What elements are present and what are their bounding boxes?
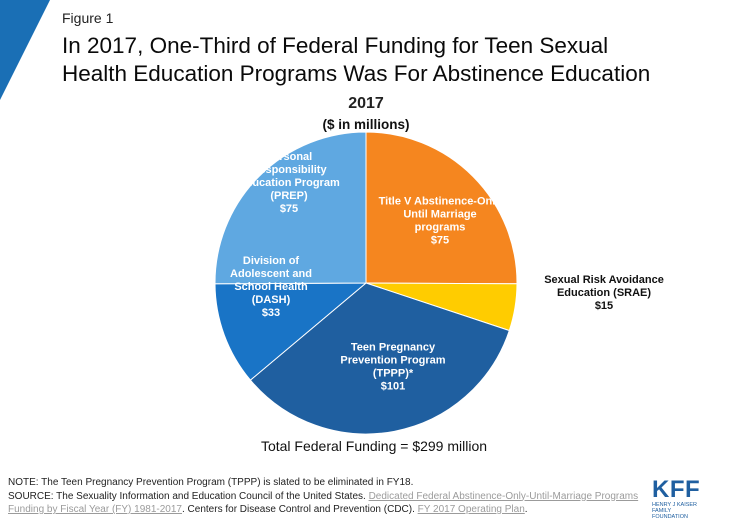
pie-slice-1: [365, 131, 518, 285]
total-funding-label: Total Federal Funding = $299 million: [260, 438, 488, 454]
source-prefix: SOURCE: The Sexuality Information and Ed…: [8, 490, 366, 502]
slice-label-line: Sexual Risk Avoidance: [544, 274, 664, 286]
slice-value-label: $15: [595, 300, 613, 312]
source-link-abstinence-funding[interactable]: Dedicated Federal Abstinence-Only-Until-…: [8, 490, 639, 516]
slice-value-label: $101: [381, 381, 405, 393]
slice-label-5: Personal Responsibility Education Program(…: [238, 151, 340, 215]
slice-label-line: (TPPP)*: [373, 368, 414, 380]
slice-label-line: (DASH): [252, 294, 291, 306]
slice-label-line: Personal: [266, 151, 312, 163]
source-mid: . Centers for Disease Control and Preven…: [182, 504, 415, 515]
slice-value-label: $33: [262, 307, 280, 319]
slice-label-line: School Health: [234, 281, 308, 293]
pie-slice-3: [249, 282, 510, 435]
pie-slice-5: [214, 131, 367, 285]
slice-label-line: Until Marriage: [403, 209, 476, 221]
title-line-2: Health Education Programs Was For Abstin…: [62, 61, 651, 86]
pie-chart: 2017 ($ in millions) Title V Abstinence-…: [214, 95, 664, 435]
kff-logo-text: KFF: [652, 476, 701, 503]
slice-label-4: Division of Adolescent and School Health (D…: [230, 255, 312, 319]
kff-logo-subtext: HENRY J KAISER FAMILY FOUNDATION: [652, 502, 698, 520]
pie-slices: [214, 131, 518, 435]
slice-label-line: Adolescent and: [230, 268, 312, 280]
source-end: .: [524, 504, 528, 515]
slice-label-3: Teen Pregnancy Prevention Program (TPPP)* $…: [340, 342, 445, 393]
slice-value-label: $75: [280, 203, 298, 215]
slice-label-line: programs: [415, 222, 466, 234]
slice-label-line: Education (SRAE): [557, 287, 651, 299]
note-text: NOTE: The Teen Pregnancy Prevention Prog…: [8, 477, 414, 488]
slice-label-1: Title V Abstinence-Only Until Marriage pro…: [379, 196, 503, 247]
notes-block: NOTE: The Teen Pregnancy Prevention Prog…: [8, 476, 648, 517]
figure-label: Figure 1: [62, 10, 114, 26]
slice-label-line: Responsibility: [251, 164, 327, 176]
corner-accent-shape: [0, 0, 50, 100]
slice-label-2: Sexual Risk Avoidance Education (SRAE) $15: [544, 274, 664, 312]
slice-label-line: (PREP): [270, 190, 308, 202]
figure-title: In 2017, One-Third of Federal Funding fo…: [62, 32, 732, 88]
source-text: SOURCE: The Sexuality Information and Ed…: [8, 490, 648, 517]
pie-slice-4: [214, 282, 368, 381]
slice-label-line: Teen Pregnancy: [351, 342, 436, 354]
kff-logo: KFF HENRY J KAISER FAMILY FOUNDATION: [652, 476, 712, 521]
slice-label-line: Education Program: [238, 177, 340, 189]
corner-accent-triangle: [0, 0, 50, 100]
slice-label-line: Division of: [243, 255, 300, 267]
pie-slice-labels: Title V Abstinence-Only Until Marriage pro…: [230, 151, 664, 393]
title-line-1: In 2017, One-Third of Federal Funding fo…: [62, 33, 609, 58]
slice-label-line: Prevention Program: [340, 355, 445, 367]
chart-title: 2017: [348, 95, 384, 112]
slice-label-line: Title V Abstinence-Only: [379, 196, 503, 208]
source-link-cdc-operating-plan[interactable]: FY 2017 Operating Plan: [417, 504, 525, 515]
chart-subtitle: ($ in millions): [322, 117, 409, 132]
slice-value-label: $75: [431, 235, 449, 247]
